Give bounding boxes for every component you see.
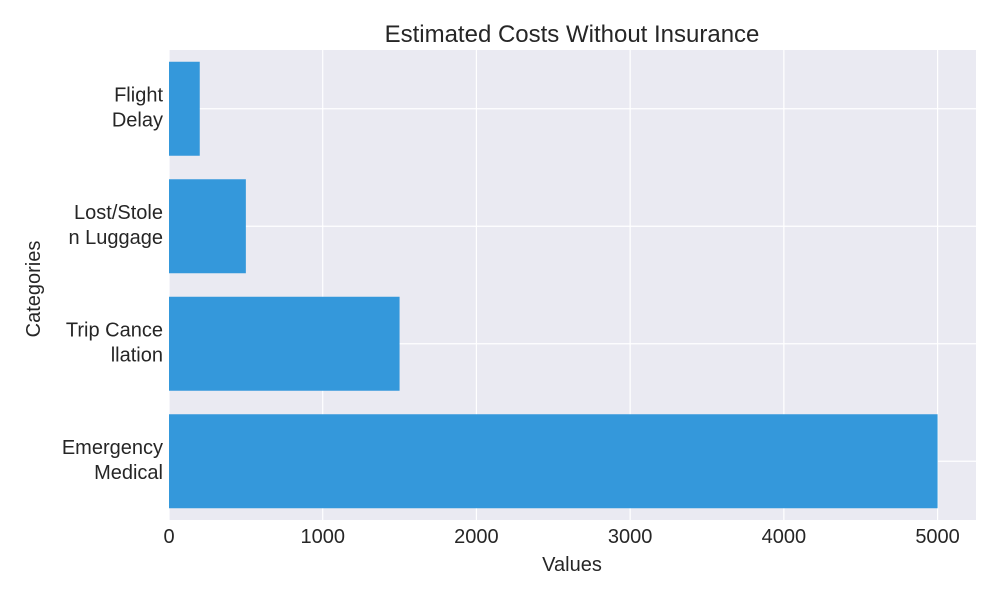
x-axis-ticks: 0 1000 2000 3000 4000 5000: [163, 526, 959, 548]
x-tick-label: 3000: [608, 526, 653, 548]
bars: [169, 61, 938, 509]
bar: [169, 179, 246, 274]
y-tick-label-line: Trip Cance: [66, 319, 163, 341]
x-tick-label: 0: [163, 526, 174, 548]
x-tick-label: 5000: [915, 526, 960, 548]
x-tick-label: 4000: [762, 526, 807, 548]
y-tick-label-line: Delay: [112, 109, 163, 131]
y-axis-title: Categories: [23, 241, 45, 338]
y-tick-label: Lost/Stole n Luggage: [68, 202, 163, 249]
x-tick-label: 2000: [454, 526, 499, 548]
y-axis-ticks: Flight Delay Lost/Stole n Luggage Trip Cance…: [62, 84, 164, 484]
y-tick-label-line: Emergency: [62, 437, 163, 459]
y-tick-label: Flight Delay: [112, 84, 164, 131]
y-tick-label-line: Flight: [114, 84, 163, 106]
y-tick-label: Trip Cance llation: [66, 319, 163, 366]
y-tick-label-line: Lost/Stole: [74, 202, 163, 224]
y-tick-label-line: llation: [111, 344, 163, 366]
bar: [169, 414, 938, 509]
y-tick-label-line: Medical: [94, 462, 163, 484]
bar: [169, 296, 400, 391]
y-tick-label: Emergency Medical: [62, 437, 163, 484]
x-axis-title: Values: [542, 554, 602, 576]
bar: [169, 61, 200, 156]
x-tick-label: 1000: [300, 526, 345, 548]
chart-title: Estimated Costs Without Insurance: [385, 21, 760, 48]
y-tick-label-line: n Luggage: [68, 227, 163, 249]
